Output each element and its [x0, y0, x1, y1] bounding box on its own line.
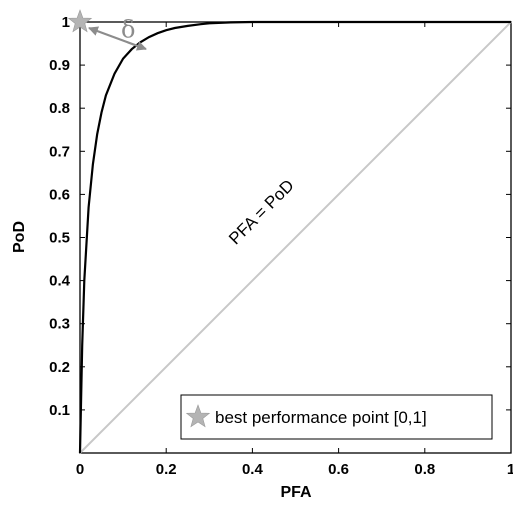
y-tick-label: 0.7	[49, 143, 70, 160]
y-tick-label: 0.3	[49, 316, 70, 333]
delta-label: δ	[121, 15, 135, 43]
y-axis-title: PoD	[11, 221, 28, 253]
y-tick-label: 0.2	[49, 359, 70, 376]
x-tick-label: 0	[76, 461, 84, 478]
legend-star-icon	[185, 404, 211, 428]
x-tick-label: 1	[507, 461, 513, 478]
y-tick-label: 0.1	[49, 402, 70, 419]
chance-line	[79, 21, 512, 454]
best-point-star-icon	[67, 9, 93, 33]
delta-arrow	[88, 26, 147, 51]
y-tick-label: 1	[62, 14, 70, 31]
axis-tick-labels: 0 0.2 0.4 0.6 0.8 1 0.1 0.2 0.3 0.4 0.5 0.6 0.7 0.8 0.…	[49, 14, 513, 478]
x-tick-label: 0.2	[156, 461, 177, 478]
roc-curve	[78, 20, 511, 454]
x-tick-label: 0.4	[242, 461, 264, 478]
x-tick-label: 0.8	[414, 461, 435, 478]
y-tick-label: 0.4	[49, 273, 71, 290]
y-tick-label: 0.6	[49, 186, 70, 203]
y-tick-label: 0.5	[49, 230, 70, 247]
x-axis-title: PFA	[280, 484, 312, 501]
x-tick-label: 0.6	[328, 461, 349, 478]
legend: best performance point [0,1]	[180, 394, 493, 440]
y-tick-label: 0.8	[49, 100, 70, 117]
legend-box	[180, 394, 493, 440]
y-tick-label: 0.9	[49, 57, 70, 74]
legend-label: best performance point [0,1]	[215, 408, 427, 427]
